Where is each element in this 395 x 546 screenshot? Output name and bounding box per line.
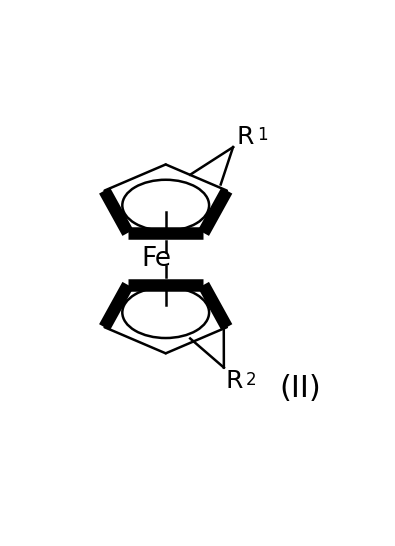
Text: 2: 2 bbox=[246, 371, 257, 389]
Text: 1: 1 bbox=[257, 126, 267, 144]
Text: R: R bbox=[226, 369, 243, 393]
Text: Fe: Fe bbox=[141, 246, 171, 272]
Text: R: R bbox=[236, 124, 254, 149]
Text: (II): (II) bbox=[280, 375, 321, 403]
